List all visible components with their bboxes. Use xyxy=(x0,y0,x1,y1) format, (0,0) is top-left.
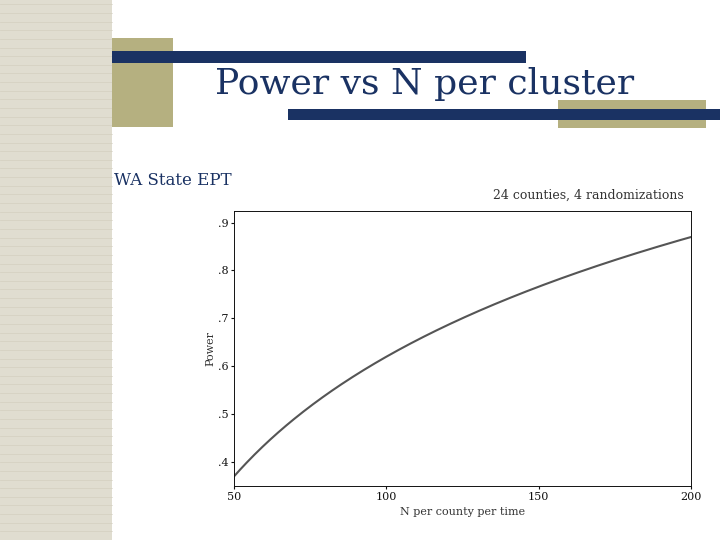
Bar xyxy=(112,38,173,127)
Bar xyxy=(288,109,720,120)
X-axis label: N per county per time: N per county per time xyxy=(400,507,525,517)
Bar xyxy=(0,0,112,540)
Text: Power vs N per cluster: Power vs N per cluster xyxy=(215,67,634,100)
Text: 24 counties, 4 randomizations: 24 counties, 4 randomizations xyxy=(493,189,684,202)
Bar xyxy=(558,100,706,128)
Text: WA State EPT: WA State EPT xyxy=(114,172,231,190)
Bar xyxy=(112,51,526,63)
Y-axis label: Power: Power xyxy=(205,331,215,366)
